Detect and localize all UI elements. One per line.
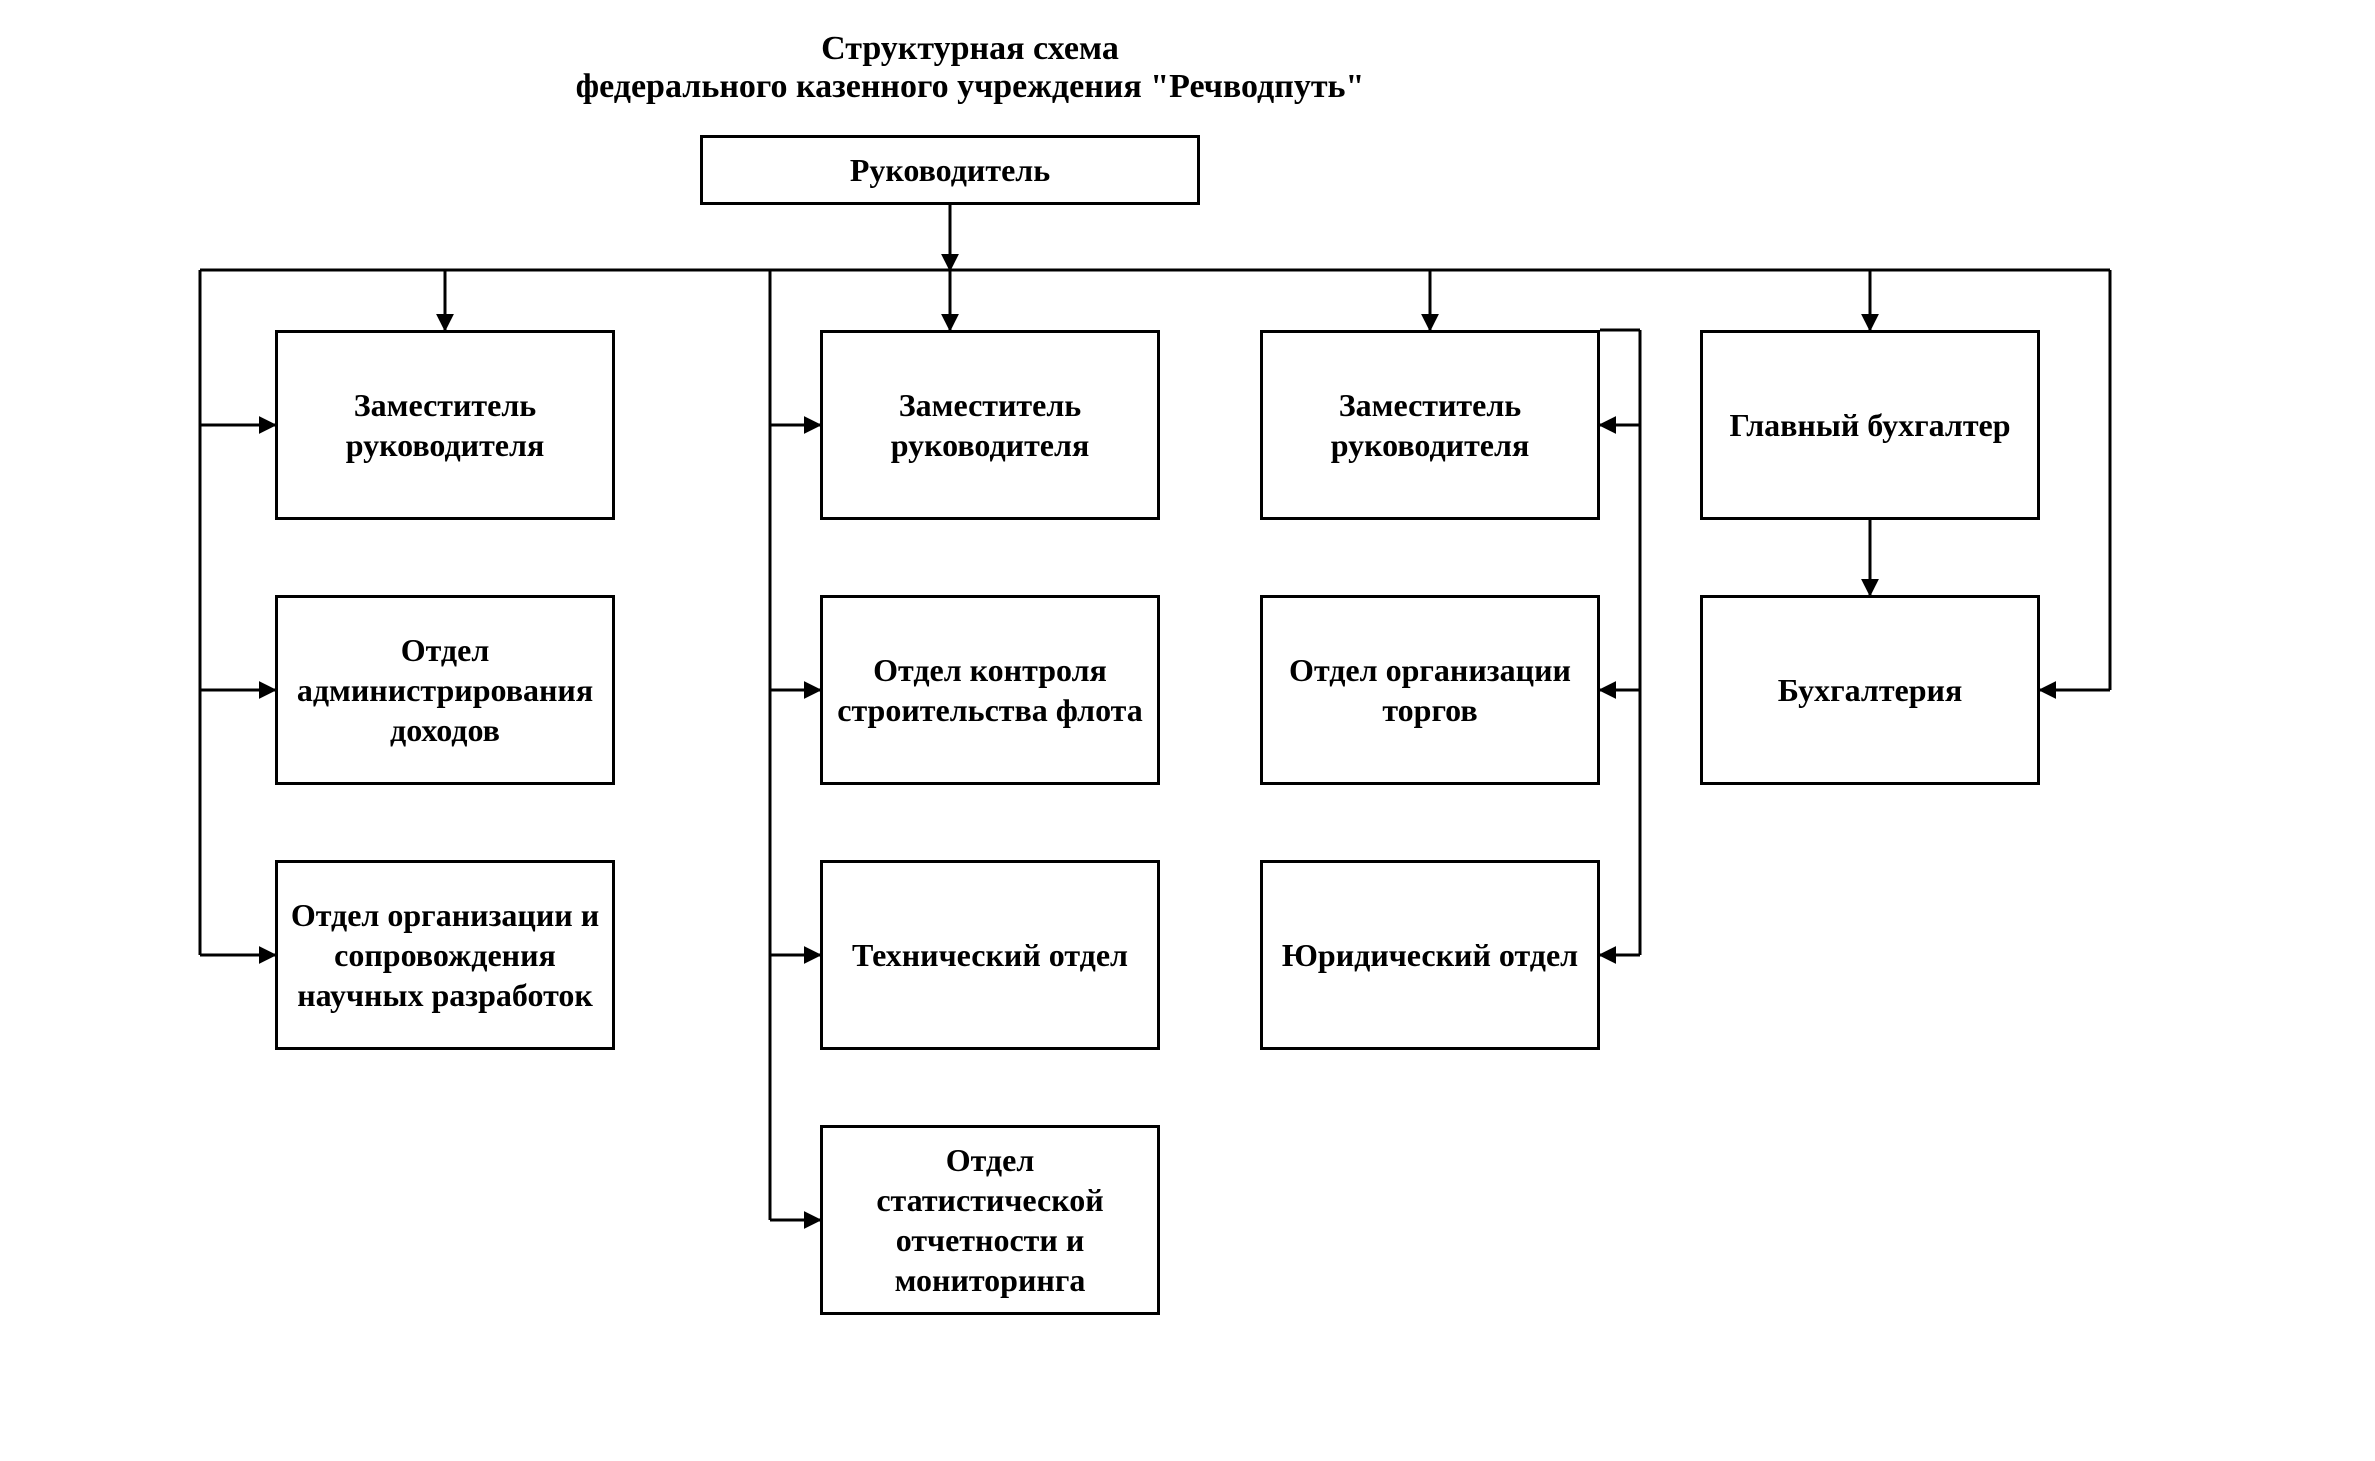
node-dep2: Заместитель руководителя <box>820 330 1160 520</box>
node-label: Отдел контроля строительства флота <box>833 650 1147 730</box>
node-label: Главный бухгалтер <box>1729 405 2010 445</box>
node-n41: Бухгалтерия <box>1700 595 2040 785</box>
node-label: Заместитель руководителя <box>288 385 602 465</box>
node-n32: Юридический отдел <box>1260 860 1600 1050</box>
node-n23: Отдел статистической отчетности и монито… <box>820 1125 1160 1315</box>
node-label: Заместитель руководителя <box>833 385 1147 465</box>
node-label: Отдел администрирования доходов <box>288 630 602 750</box>
node-label: Отдел организации и сопровождения научны… <box>288 895 602 1015</box>
title-line-2: федерального казенного учреждения "Речво… <box>520 68 1420 106</box>
title-line-1: Структурная схема <box>520 30 1420 68</box>
node-label: Отдел организации торгов <box>1273 650 1587 730</box>
node-label: Заместитель руководителя <box>1273 385 1587 465</box>
node-n11: Отдел администрирования доходов <box>275 595 615 785</box>
node-label: Руководитель <box>850 150 1050 190</box>
node-dep3: Заместитель руководителя <box>1260 330 1600 520</box>
node-dep1: Заместитель руководителя <box>275 330 615 520</box>
org-chart-canvas: Структурная схема федерального казенного… <box>0 0 2375 1461</box>
node-n31: Отдел организации торгов <box>1260 595 1600 785</box>
node-dep4: Главный бухгалтер <box>1700 330 2040 520</box>
chart-title: Структурная схема федерального казенного… <box>520 30 1420 106</box>
node-n21: Отдел контроля строительства флота <box>820 595 1160 785</box>
node-label: Юридический отдел <box>1282 935 1578 975</box>
node-n12: Отдел организации и сопровождения научны… <box>275 860 615 1050</box>
node-root: Руководитель <box>700 135 1200 205</box>
node-label: Технический отдел <box>852 935 1128 975</box>
node-n22: Технический отдел <box>820 860 1160 1050</box>
node-label: Отдел статистической отчетности и монито… <box>833 1140 1147 1300</box>
node-label: Бухгалтерия <box>1778 670 1963 710</box>
